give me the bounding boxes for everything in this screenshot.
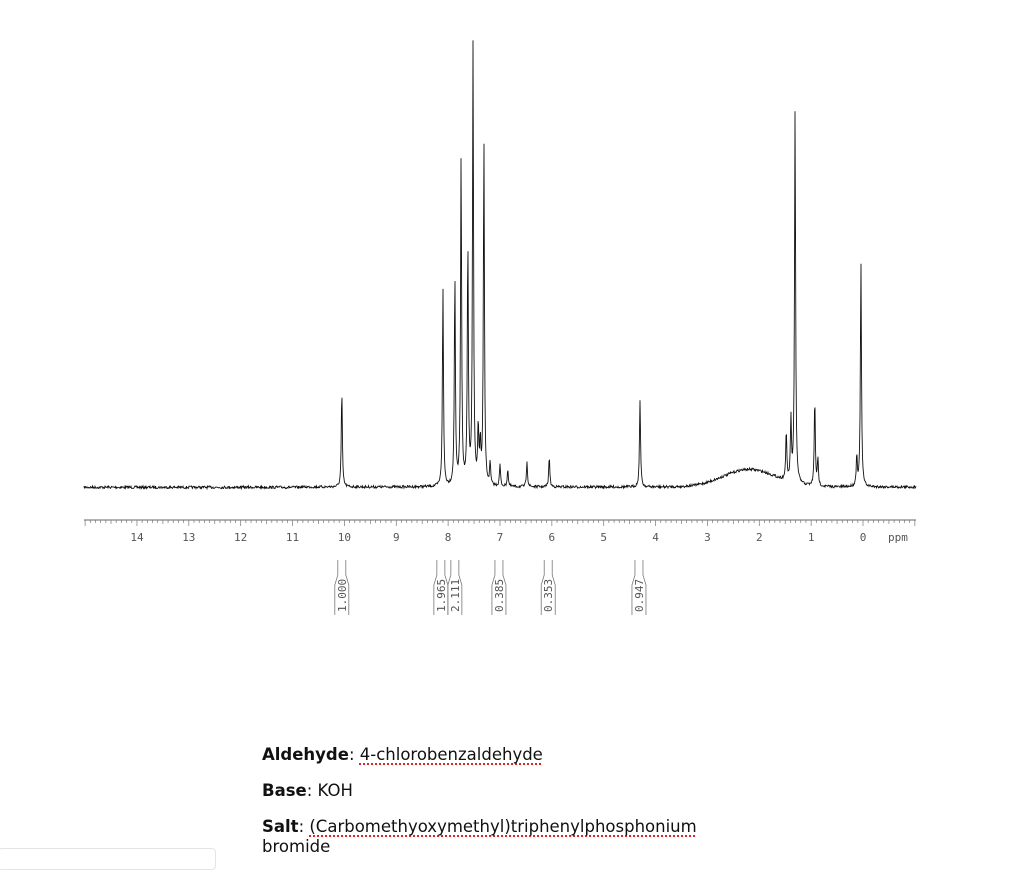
- integral-bracket: 0.353: [541, 560, 555, 615]
- salt-value-cont: bromide: [262, 837, 330, 856]
- tick-label: 10: [338, 531, 351, 544]
- base-line: Base: KOH: [262, 781, 697, 801]
- tick-label: 7: [497, 531, 504, 544]
- tick-label: 3: [704, 531, 711, 544]
- salt-value: (Carbomethyoxymethyl)triphenylphosphoniu…: [309, 817, 696, 836]
- panel-edge: [0, 848, 216, 870]
- tick-label: 8: [445, 531, 452, 544]
- salt-label: Salt: [262, 817, 299, 836]
- tick-label: 12: [234, 531, 247, 544]
- integral-bracket: 1.965: [434, 560, 448, 615]
- aldehyde-line: Aldehyde: 4-chlorobenzaldehyde: [262, 745, 697, 765]
- tick-label: 11: [286, 531, 299, 544]
- tick-label: 9: [393, 531, 400, 544]
- integral-value: 2.111: [449, 579, 462, 612]
- tick-label: 1: [808, 531, 815, 544]
- base-label: Base: [262, 781, 307, 800]
- integral-bracket: 1.000: [335, 560, 349, 615]
- base-value: KOH: [318, 781, 353, 800]
- integral-value: 1.000: [336, 579, 349, 612]
- tick-label: 13: [182, 531, 195, 544]
- integral-bracket: 0.385: [492, 560, 506, 615]
- salt-line: Salt: (Carbomethyoxymethyl)triphenylphos…: [262, 817, 697, 857]
- spectrum-line: [84, 40, 916, 488]
- integral-value: 0.385: [493, 579, 506, 612]
- integral-bracket: 0.947: [632, 560, 646, 615]
- reaction-notes: Aldehyde: 4-chlorobenzaldehyde Base: KOH…: [262, 745, 697, 873]
- tick-label: 4: [652, 531, 659, 544]
- tick-label: 6: [549, 531, 556, 544]
- axis-unit-label: ppm: [888, 531, 908, 544]
- integral-value: 1.965: [435, 579, 448, 612]
- tick-label: 5: [600, 531, 607, 544]
- aldehyde-value: 4-chlorobenzaldehyde: [360, 745, 543, 764]
- aldehyde-label: Aldehyde: [262, 745, 349, 764]
- tick-label: 0: [860, 531, 867, 544]
- integral-value: 0.353: [542, 579, 555, 612]
- integral-value: 0.947: [633, 579, 646, 612]
- integral-bracket: 2.111: [448, 560, 462, 615]
- tick-label: 2: [756, 531, 763, 544]
- tick-label: 14: [130, 531, 144, 544]
- spectrum-trace-group: [84, 40, 916, 488]
